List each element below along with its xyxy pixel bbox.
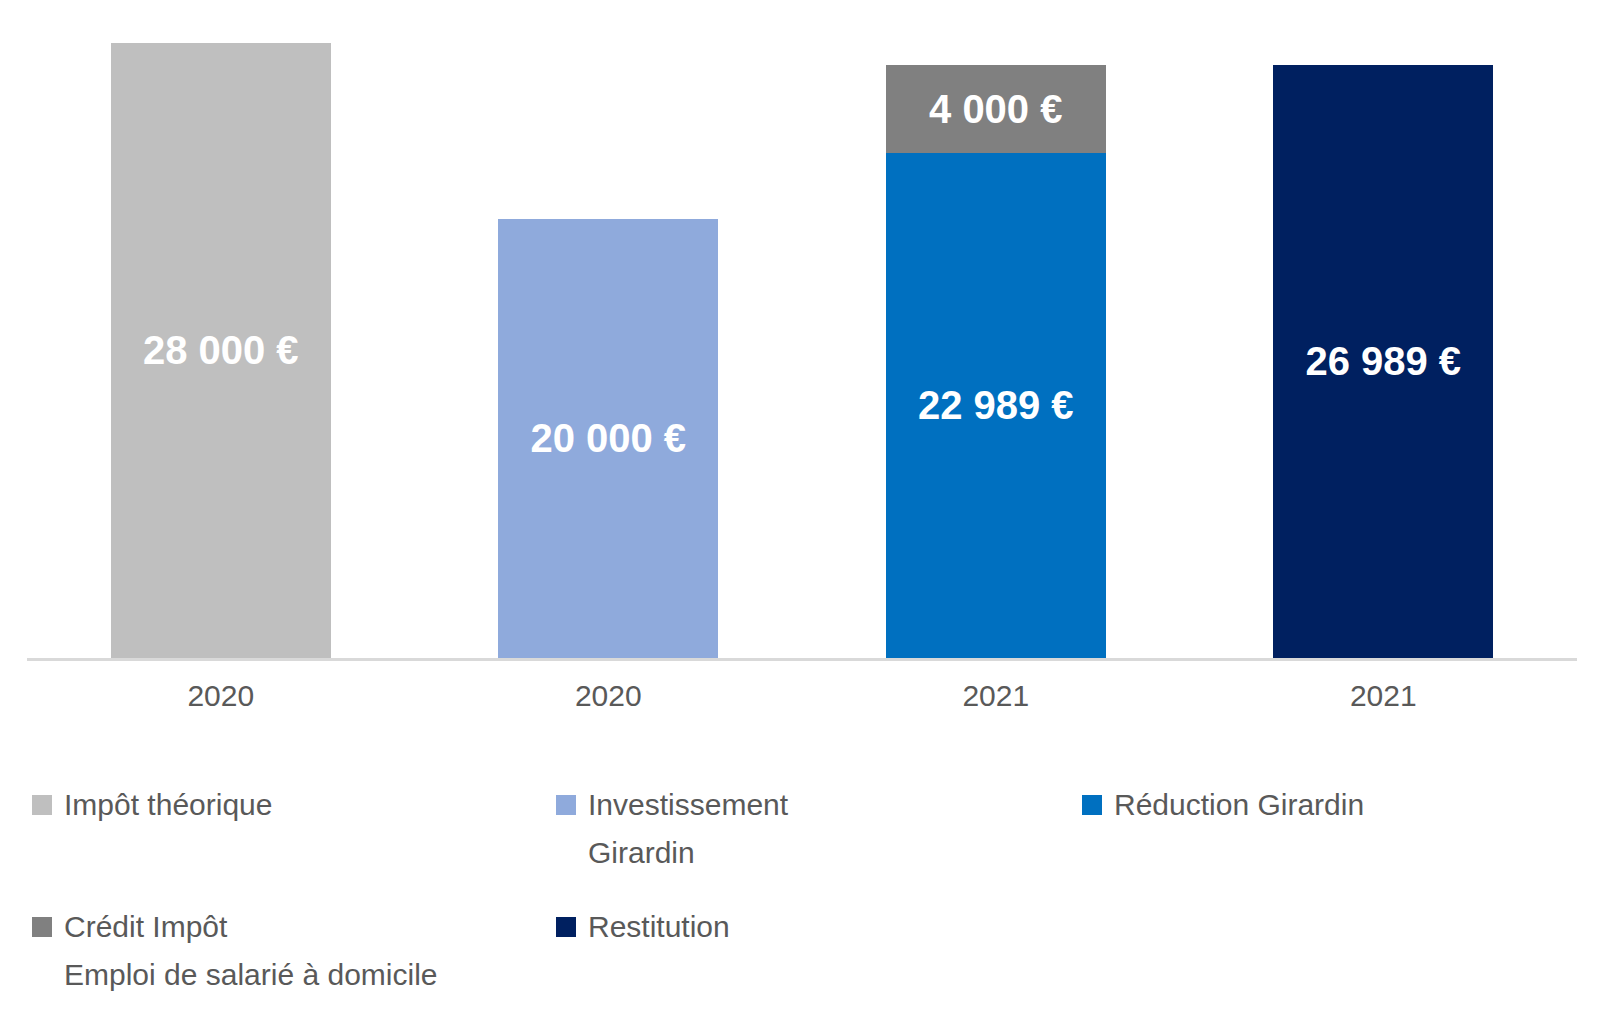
- bar-segment: 20 000 €: [498, 219, 718, 658]
- legend-swatch: [556, 795, 576, 815]
- bar-3: 4 000 € 22 989 €: [886, 65, 1106, 658]
- category-label: 2021: [1350, 675, 1417, 717]
- category-label: 2021: [962, 675, 1029, 717]
- category-label: 2020: [575, 675, 642, 717]
- legend-label: Impôt théorique: [64, 781, 272, 829]
- legend-swatch: [32, 917, 52, 937]
- bar-slot: 28 000 €: [27, 43, 415, 658]
- bar-value-label: 26 989 €: [1305, 339, 1461, 384]
- category-axis: 2020 2020 2021 2021: [27, 661, 1577, 717]
- bar-slot: 26 989 €: [1190, 43, 1578, 658]
- bar-value-label: 28 000 €: [143, 328, 299, 373]
- bar-value-label: 20 000 €: [530, 416, 686, 461]
- legend-item: Restitution: [556, 903, 1082, 951]
- legend-item: InvestissementGirardin: [556, 781, 1082, 877]
- legend-label: InvestissementGirardin: [588, 781, 788, 877]
- bar-segment: 22 989 €: [886, 153, 1106, 658]
- legend-item: Impôt théorique: [32, 781, 556, 829]
- legend-item: Réduction Girardin: [1082, 781, 1600, 829]
- bar-value-label: 4 000 €: [929, 87, 1062, 132]
- bar-4: 26 989 €: [1273, 65, 1493, 658]
- bar-slot: 20 000 €: [415, 43, 803, 658]
- category-slot: 2020: [27, 675, 415, 717]
- legend-label: Réduction Girardin: [1114, 781, 1364, 829]
- bar-value-label: 22 989 €: [918, 383, 1074, 428]
- legend-swatch: [1082, 795, 1102, 815]
- bar-segment: 26 989 €: [1273, 65, 1493, 658]
- category-label: 2020: [187, 675, 254, 717]
- chart-legend: Impôt théorique InvestissementGirardin Réd…: [32, 781, 1600, 999]
- stacked-bar-chart: 28 000 €20 000 €4 000 €22 989 €26 989 € …: [0, 43, 1600, 999]
- bar-slot: 4 000 € 22 989 €: [802, 43, 1190, 658]
- legend-label: Restitution: [588, 903, 730, 951]
- bar-2: 20 000 €: [498, 219, 718, 658]
- category-slot: 2021: [1190, 675, 1578, 717]
- category-slot: 2020: [415, 675, 803, 717]
- bar-segment: 4 000 €: [886, 65, 1106, 153]
- legend-item: Crédit ImpôtEmploi de salarié à domicile: [32, 903, 556, 999]
- legend-label: Crédit ImpôtEmploi de salarié à domicile: [64, 903, 438, 999]
- category-slot: 2021: [802, 675, 1190, 717]
- bar-1: 28 000 €: [111, 43, 331, 658]
- legend-swatch: [32, 795, 52, 815]
- plot-area: 28 000 € 20 000 € 4 000 € 22 989 € 26 989 €: [27, 43, 1577, 658]
- bar-segment: 28 000 €: [111, 43, 331, 658]
- legend-swatch: [556, 917, 576, 937]
